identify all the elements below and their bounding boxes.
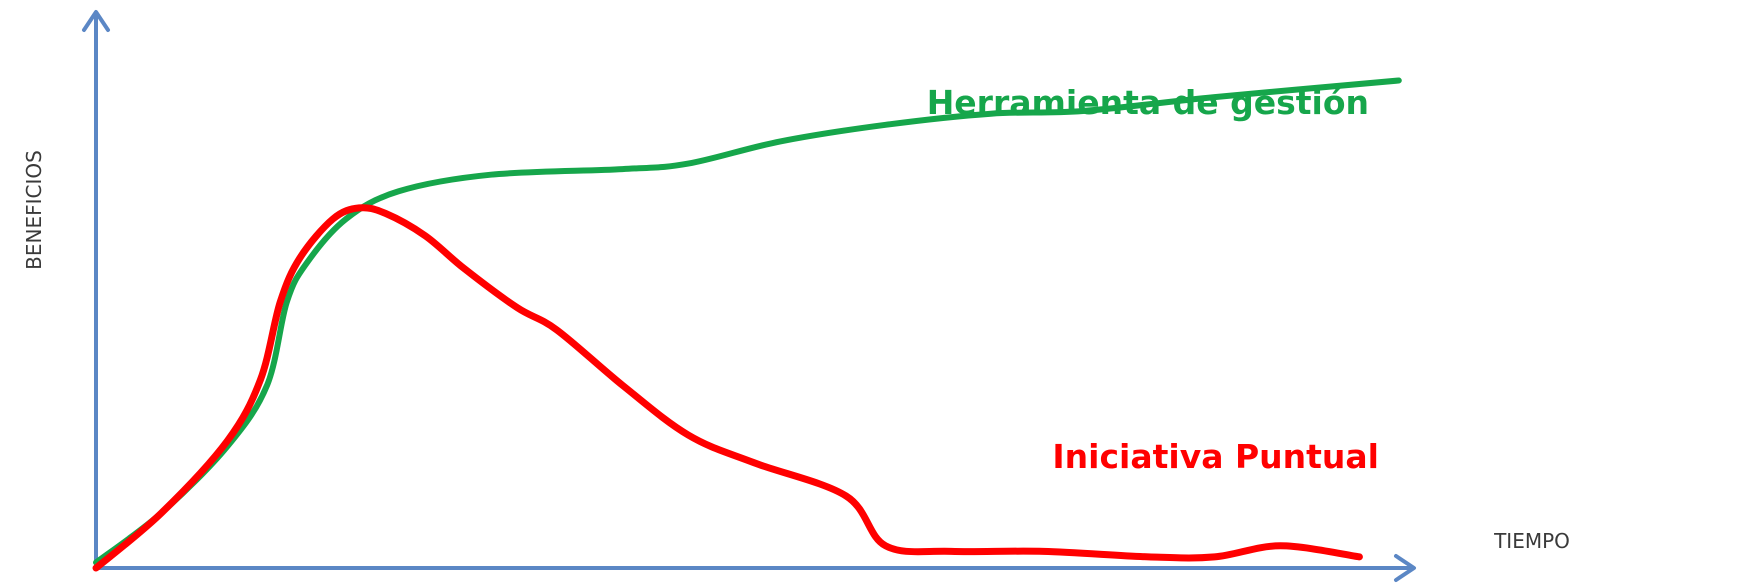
series-label-herramienta: Herramienta de gestión <box>927 83 1369 122</box>
series-line-iniciativa <box>92 204 1363 572</box>
series-line-herramienta <box>93 77 1402 566</box>
y-axis-label: BENEFICIOS <box>22 150 46 270</box>
series-label-iniciativa: Iniciativa Puntual <box>1052 437 1379 476</box>
axes <box>82 10 1416 582</box>
y-axis-arrowhead <box>82 10 110 32</box>
x-axis-arrowhead <box>1394 554 1416 582</box>
x-axis-label: TIEMPO <box>1493 529 1570 553</box>
series-lines <box>92 77 1402 572</box>
